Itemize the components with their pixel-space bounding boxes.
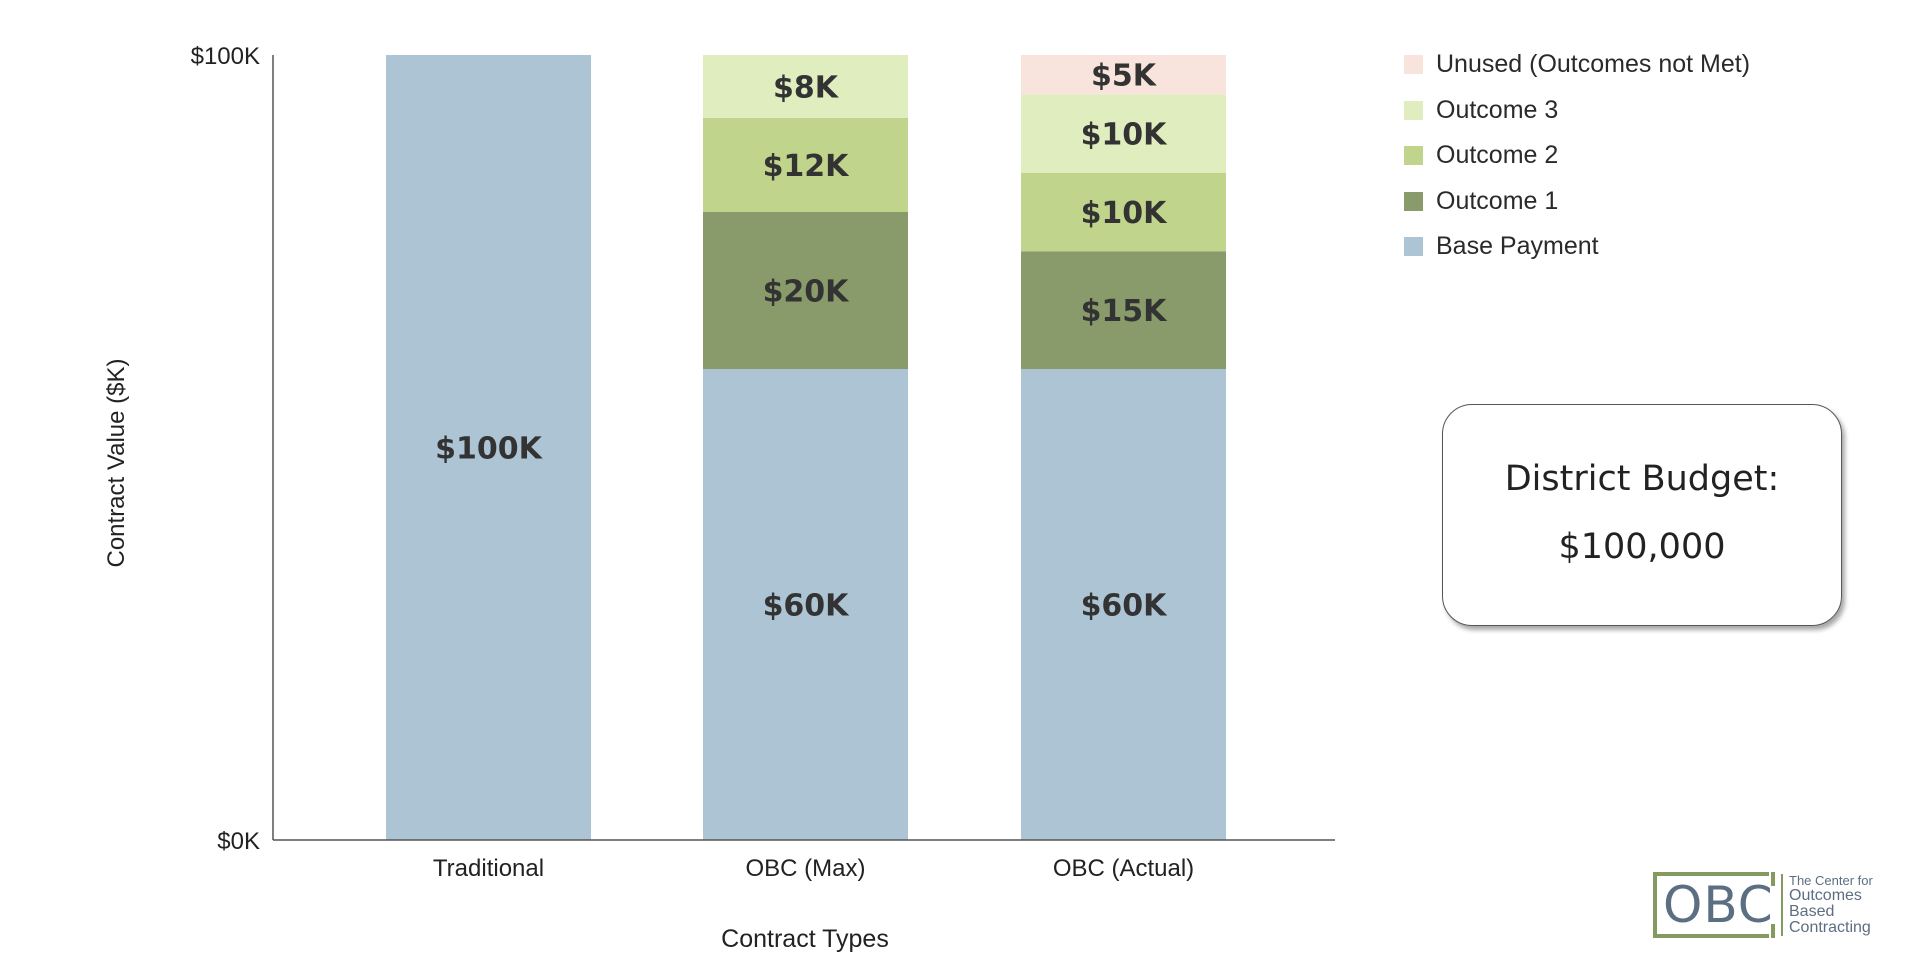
logo-letters: OBC	[1663, 876, 1774, 934]
y-tick-label: $0K	[217, 828, 260, 855]
data-label: $20K	[763, 275, 851, 310]
data-label: $5K	[1091, 59, 1158, 94]
x-axis-title: Contract Types	[721, 925, 889, 953]
legend-label: Base Payment	[1436, 232, 1599, 261]
data-label: $10K	[1081, 196, 1169, 231]
data-label: $10K	[1081, 118, 1169, 153]
legend-item: Outcome 1	[1404, 179, 1750, 225]
data-label: $100K	[435, 432, 543, 467]
logo-text: The Center for Outcomes Based Contractin…	[1789, 874, 1873, 936]
legend-swatch	[1404, 191, 1423, 211]
data-label: $60K	[763, 589, 851, 624]
legend-label: Unused (Outcomes not Met)	[1436, 50, 1751, 79]
x-tick-label: OBC (Max)	[746, 855, 866, 882]
data-label: $8K	[773, 70, 840, 105]
bar-segment	[1021, 55, 1226, 95]
legend-item: Outcome 2	[1404, 133, 1750, 179]
legend-swatch	[1404, 55, 1423, 75]
legend-swatch	[1404, 146, 1423, 166]
bar-segment	[703, 117, 908, 212]
data-label: $15K	[1081, 294, 1169, 329]
legend-item: Unused (Outcomes not Met)	[1404, 42, 1750, 88]
y-axis-title: Contract Value ($K)	[103, 359, 130, 568]
legend-swatch	[1404, 237, 1423, 257]
bar-segment	[1021, 94, 1226, 173]
chart-legend: Unused (Outcomes not Met) Outcome 3 Outcom…	[1404, 42, 1750, 270]
bar-segment	[1021, 172, 1226, 252]
district-budget-box: District Budget: $100,000	[1442, 404, 1842, 626]
bar-segment	[386, 55, 591, 840]
legend-item: Outcome 3	[1404, 88, 1750, 134]
logo-divider	[1781, 874, 1783, 936]
x-tick-label: Traditional	[433, 855, 544, 882]
budget-value: $100,000	[1558, 527, 1726, 567]
legend-label: Outcome 3	[1436, 95, 1559, 124]
bar-segment	[1021, 369, 1226, 840]
bar-segment	[703, 55, 908, 118]
x-tick-label: OBC (Actual)	[1053, 855, 1194, 882]
data-label: $60K	[1081, 589, 1169, 624]
budget-label: District Budget:	[1504, 459, 1780, 499]
logo-line: The Center for	[1789, 873, 1873, 888]
bar-segment	[703, 369, 908, 840]
logo-line: Based	[1789, 903, 1835, 920]
data-label: $12K	[763, 149, 851, 184]
legend-swatch	[1404, 100, 1423, 120]
logo-frame	[1653, 872, 1775, 938]
legend-label: Outcome 1	[1436, 186, 1559, 215]
y-tick-label: $100K	[191, 43, 260, 70]
bar-segment	[703, 212, 908, 369]
logo-line: Outcomes	[1789, 887, 1862, 904]
legend-item: Base Payment	[1404, 224, 1750, 270]
logo-line: Contracting	[1789, 919, 1871, 936]
bar-segment	[1021, 251, 1226, 369]
legend-label: Outcome 2	[1436, 141, 1559, 170]
obc-logo: OBC The Center for Outcomes Based Contra…	[1653, 872, 1903, 944]
